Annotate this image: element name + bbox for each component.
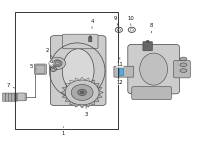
Text: 6: 6 xyxy=(50,59,53,68)
Text: 8: 8 xyxy=(150,23,153,33)
Polygon shape xyxy=(61,77,103,108)
Ellipse shape xyxy=(180,63,187,67)
FancyBboxPatch shape xyxy=(8,93,11,101)
FancyBboxPatch shape xyxy=(50,36,106,106)
FancyBboxPatch shape xyxy=(62,34,98,49)
Text: 3: 3 xyxy=(84,105,88,117)
Circle shape xyxy=(49,57,66,69)
Circle shape xyxy=(89,36,91,37)
FancyBboxPatch shape xyxy=(34,64,46,74)
Text: 9: 9 xyxy=(113,16,118,25)
Text: 10: 10 xyxy=(127,16,134,25)
FancyBboxPatch shape xyxy=(128,44,179,94)
Text: 7: 7 xyxy=(7,83,15,88)
Circle shape xyxy=(78,89,86,96)
Ellipse shape xyxy=(180,69,187,72)
FancyBboxPatch shape xyxy=(18,93,25,101)
Ellipse shape xyxy=(62,49,94,92)
Circle shape xyxy=(71,84,93,100)
Circle shape xyxy=(80,91,84,94)
FancyBboxPatch shape xyxy=(132,87,172,100)
FancyBboxPatch shape xyxy=(14,93,17,101)
FancyBboxPatch shape xyxy=(173,60,190,78)
Text: 12: 12 xyxy=(116,76,123,85)
Circle shape xyxy=(146,40,149,43)
Bar xyxy=(15,12,118,129)
Ellipse shape xyxy=(140,53,168,85)
Text: 4: 4 xyxy=(90,19,94,29)
FancyBboxPatch shape xyxy=(114,66,134,77)
Text: 5: 5 xyxy=(30,64,36,69)
FancyBboxPatch shape xyxy=(5,93,8,101)
Text: 2: 2 xyxy=(46,48,52,57)
Text: 11: 11 xyxy=(116,57,123,67)
Circle shape xyxy=(65,80,99,105)
FancyBboxPatch shape xyxy=(17,93,27,100)
FancyBboxPatch shape xyxy=(89,37,92,42)
Ellipse shape xyxy=(180,57,187,61)
Bar xyxy=(119,68,123,75)
FancyBboxPatch shape xyxy=(2,93,5,101)
FancyBboxPatch shape xyxy=(11,93,14,101)
Text: 1: 1 xyxy=(62,127,65,136)
FancyBboxPatch shape xyxy=(36,65,45,73)
FancyBboxPatch shape xyxy=(143,42,152,51)
Circle shape xyxy=(53,60,62,67)
